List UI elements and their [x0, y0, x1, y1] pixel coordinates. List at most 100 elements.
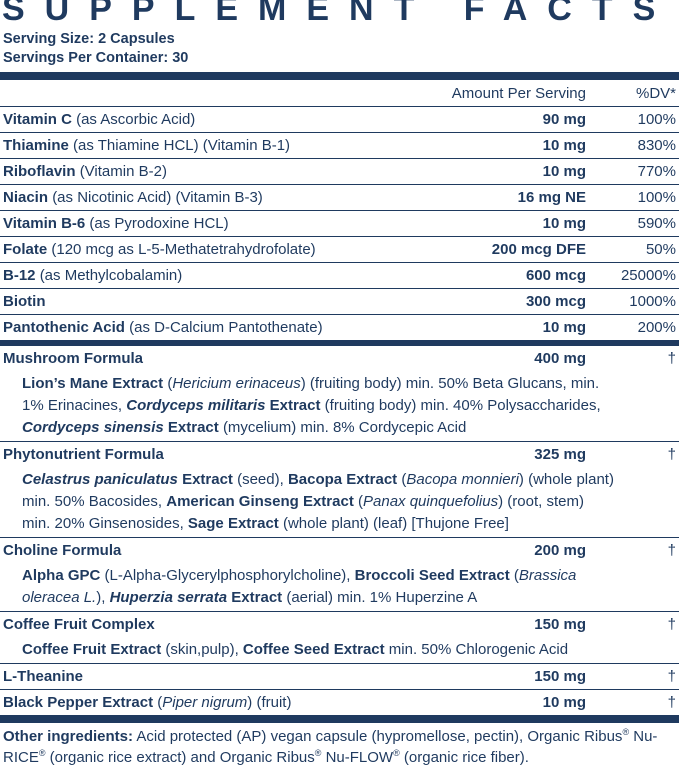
dv: †: [667, 694, 676, 711]
run: (seed),: [237, 471, 284, 488]
name: L-Theanine: [3, 668, 84, 685]
dv: 25000%: [620, 267, 676, 284]
run: Alpha GPC: [22, 567, 101, 584]
name: Thiamine: [3, 137, 69, 154]
run: Panax quinquefolius: [363, 493, 499, 510]
run: Nu-FLOW: [325, 749, 394, 766]
label: Pantothenic Acid (as D-Calcium Pantothen…: [3, 315, 323, 340]
detail: (as Thiamine HCL) (Vitamin B-1): [73, 137, 291, 154]
label: Vitamin B-6 (as Pyrodoxine HCL): [3, 211, 229, 236]
run: ®: [393, 748, 400, 758]
nutrient-row: Niacin (as Nicotinic Acid) (Vitamin B-3)…: [0, 185, 679, 211]
amount: 200 mg: [534, 542, 586, 559]
amount: 10 mg: [542, 163, 586, 180]
header-row: Amount Per Serving %DV*: [0, 80, 679, 107]
detail: (as Ascorbic Acid): [76, 111, 196, 128]
run: Brassica: [518, 567, 577, 584]
run: Hericium erinaceus: [172, 375, 301, 392]
run: (skin,pulp),: [165, 641, 239, 658]
name: Black Pepper Extract: [3, 694, 154, 711]
run: (: [513, 567, 519, 584]
dv: †: [667, 350, 676, 367]
formula-row: Mushroom Formula 400 mg †: [0, 346, 679, 371]
label: B-12 (as Methylcobalamin): [3, 263, 182, 288]
nutrient-row: Folate (120 mcg as L-5-Methatetrahydrofo…: [0, 237, 679, 263]
divider: [0, 72, 679, 80]
label: Riboflavin (Vitamin B-2): [3, 159, 167, 184]
amount: 10 mg: [542, 215, 586, 232]
run: (whole plant) (leaf) [Thujone Free]: [282, 515, 509, 532]
name: Phytonutrient Formula: [3, 446, 164, 463]
name: Biotin: [3, 293, 46, 310]
dv: †: [667, 446, 676, 463]
run: (: [167, 375, 173, 392]
run: 1% Erinacines,: [22, 397, 123, 414]
label: Folate (120 mcg as L-5-Methatetrahydrofo…: [3, 237, 316, 262]
nutrient-row: Vitamin C (as Ascorbic Acid) 90 mg 100%: [0, 107, 679, 133]
run: Bacopa Extract: [287, 471, 398, 488]
dv: 50%: [645, 241, 676, 258]
run: min. 50% Bacosides,: [22, 493, 163, 510]
run: Extract: [182, 471, 233, 488]
run: Cordyceps sinensis: [22, 419, 164, 436]
nutrient-row: Biotin 300 mcg 1000%: [0, 289, 679, 315]
title: SUPPLEMENT FACTS: [2, 0, 676, 28]
serving-size: Serving Size: 2 Capsules: [3, 31, 175, 47]
amount: 200 mcg DFE: [491, 241, 586, 258]
amount: 10 mg: [542, 319, 586, 336]
name: Coffee Fruit Complex: [3, 616, 155, 633]
run: ),: [96, 589, 106, 606]
run: (aerial) min. 1% Huperzine A: [286, 589, 478, 606]
detail: (120 mcg as L-5-Methatetrahydrofolate): [51, 241, 316, 258]
detail: (as Nicotinic Acid) (Vitamin B-3): [52, 189, 263, 206]
run: Extract: [167, 419, 219, 436]
name: Mushroom Formula: [3, 350, 144, 367]
dv: 1000%: [629, 293, 676, 310]
divider: [0, 715, 679, 723]
amount: 600 mcg: [525, 267, 586, 284]
run: ) (whole plant): [518, 471, 614, 488]
ingredient-row: Black Pepper Extract (Piper nigrum) (fru…: [0, 690, 679, 715]
run: Extract: [269, 397, 321, 414]
run: Acid protected (AP) vegan capsule (hypro…: [136, 728, 623, 745]
detail: (: [157, 694, 163, 711]
detail: Piper nigrum: [162, 694, 248, 711]
dv: †: [667, 668, 676, 685]
nutrient-row: B-12 (as Methylcobalamin) 600 mcg 25000%: [0, 263, 679, 289]
detail: (as Pyrodoxine HCL): [89, 215, 229, 232]
run: Nu-: [633, 728, 658, 745]
label: Biotin: [3, 289, 46, 314]
run: Celastrus paniculatus: [22, 471, 178, 488]
dv: 830%: [637, 137, 676, 154]
run: (: [401, 471, 407, 488]
detail: (as D-Calcium Pantothenate): [129, 319, 323, 336]
detail: (Vitamin B-2): [79, 163, 167, 180]
amount: 325 mg: [534, 446, 586, 463]
run: oleracea L.: [22, 589, 97, 606]
label: Vitamin C (as Ascorbic Acid): [3, 107, 195, 132]
run: (organic rice fiber).: [403, 749, 529, 766]
run: ®: [314, 748, 322, 758]
formula-row: Choline Formula 200 mg †: [0, 538, 679, 563]
amount: 90 mg: [542, 111, 586, 128]
run: ) (root, stem): [498, 493, 584, 510]
dv: 100%: [637, 111, 676, 128]
formula-row: Coffee Fruit Complex 150 mg †: [0, 612, 679, 637]
nutrient-row: Thiamine (as Thiamine HCL) (Vitamin B-1)…: [0, 133, 679, 159]
dv: 100%: [637, 189, 676, 206]
dv: 770%: [637, 163, 676, 180]
run: min. 50% Chlorogenic Acid: [388, 641, 569, 658]
run: Huperzia serrata: [109, 589, 228, 606]
run: Cordyceps militaris: [126, 397, 266, 414]
amount: 10 mg: [542, 694, 586, 711]
other-ingredients: Other ingredients: Acid protected (AP) v…: [0, 726, 679, 768]
amount: 16 mg NE: [517, 189, 586, 206]
amount: 150 mg: [534, 616, 586, 633]
dv: 590%: [637, 215, 676, 232]
label: Niacin (as Nicotinic Acid) (Vitamin B-3): [3, 185, 263, 210]
name: Vitamin B-6: [3, 215, 86, 232]
formula-description: Coffee Fruit Extract (skin,pulp), Coffee…: [0, 637, 679, 664]
nutrient-row: Pantothenic Acid (as D-Calcium Pantothen…: [0, 315, 679, 341]
formula-description: Lion’s Mane Extract (Hericium erinaceus)…: [0, 371, 679, 442]
